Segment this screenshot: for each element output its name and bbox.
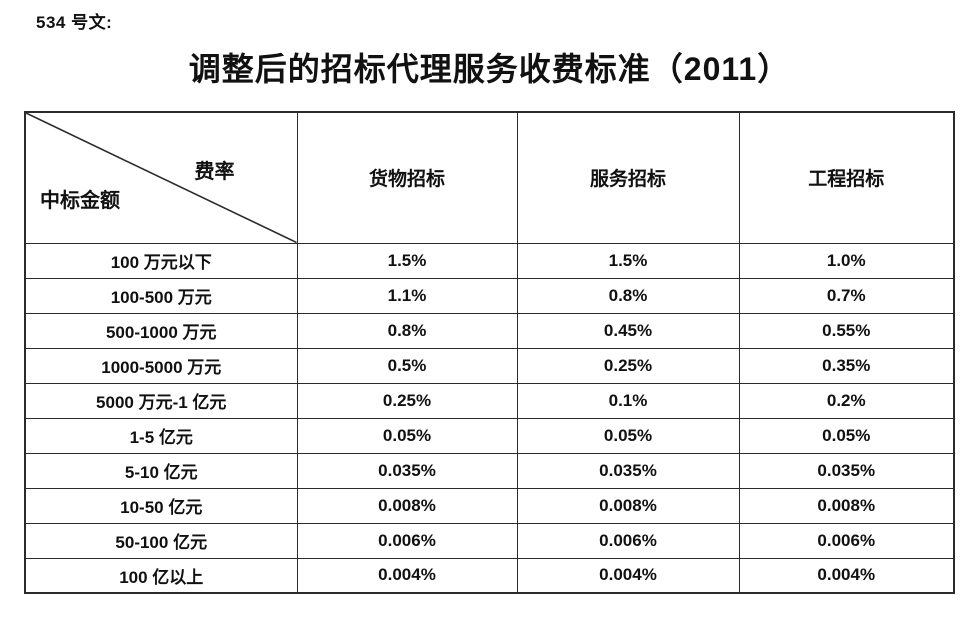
table-row: 1-5 亿元 0.05% 0.05% 0.05% — [24, 417, 955, 454]
row-label-bid-amount-range: 5000 万元-1 亿元 — [24, 382, 298, 419]
fee-value-engineering: 0.05% — [738, 417, 955, 454]
fee-standard-table: 费率 中标金额 货物招标 服务招标 工程招标 100 万元以下 1.5% 1.5… — [24, 111, 955, 594]
fee-value-goods: 0.008% — [296, 487, 518, 524]
column-header-service-bidding: 服务招标 — [516, 111, 740, 244]
fee-value-engineering: 0.008% — [738, 487, 955, 524]
fee-value-goods: 0.5% — [296, 347, 518, 384]
fee-value-goods: 0.8% — [296, 312, 518, 349]
fee-value-services: 1.5% — [516, 242, 740, 279]
diagonal-divider-line — [26, 113, 297, 243]
fee-value-goods: 0.004% — [296, 557, 518, 594]
table-row: 100 万元以下 1.5% 1.5% 1.0% — [24, 242, 955, 279]
fee-value-services: 0.004% — [516, 557, 740, 594]
fee-value-goods: 0.05% — [296, 417, 518, 454]
row-label-bid-amount-range: 500-1000 万元 — [24, 312, 298, 349]
fee-value-services: 0.035% — [516, 452, 740, 489]
row-label-bid-amount-range: 10-50 亿元 — [24, 487, 298, 524]
row-label-bid-amount-range: 100 万元以下 — [24, 242, 298, 279]
table-row: 50-100 亿元 0.006% 0.006% 0.006% — [24, 522, 955, 559]
fee-value-services: 0.008% — [516, 487, 740, 524]
fee-value-engineering: 0.004% — [738, 557, 955, 594]
table-row: 500-1000 万元 0.8% 0.45% 0.55% — [24, 312, 955, 349]
row-label-bid-amount-range: 5-10 亿元 — [24, 452, 298, 489]
fee-value-engineering: 0.7% — [738, 277, 955, 314]
fee-value-engineering: 0.35% — [738, 347, 955, 384]
row-label-bid-amount-range: 1000-5000 万元 — [24, 347, 298, 384]
corner-header-cell: 费率 中标金额 — [24, 111, 298, 244]
row-label-bid-amount-range: 100 亿以上 — [24, 557, 298, 594]
fee-value-goods: 0.006% — [296, 522, 518, 559]
table-row: 100-500 万元 1.1% 0.8% 0.7% — [24, 277, 955, 314]
fee-value-engineering: 0.006% — [738, 522, 955, 559]
fee-value-engineering: 1.0% — [738, 242, 955, 279]
table-row: 100 亿以上 0.004% 0.004% 0.004% — [24, 557, 955, 594]
fee-value-goods: 1.5% — [296, 242, 518, 279]
doc-number: 534 号文: — [36, 13, 113, 32]
row-label-bid-amount-range: 100-500 万元 — [24, 277, 298, 314]
table-row: 10-50 亿元 0.008% 0.008% 0.008% — [24, 487, 955, 524]
fee-value-services: 0.05% — [516, 417, 740, 454]
table-row: 5000 万元-1 亿元 0.25% 0.1% 0.2% — [24, 382, 955, 419]
fee-value-goods: 0.035% — [296, 452, 518, 489]
fee-value-engineering: 0.2% — [738, 382, 955, 419]
fee-value-goods: 0.25% — [296, 382, 518, 419]
page-title: 调整后的招标代理服务收费标准（2011） — [188, 51, 791, 87]
fee-value-services: 0.25% — [516, 347, 740, 384]
fee-value-services: 0.8% — [516, 277, 740, 314]
table-row: 1000-5000 万元 0.5% 0.25% 0.35% — [24, 347, 955, 384]
fee-value-goods: 1.1% — [296, 277, 518, 314]
table-row: 5-10 亿元 0.035% 0.035% 0.035% — [24, 452, 955, 489]
row-label-bid-amount-range: 50-100 亿元 — [24, 522, 298, 559]
fee-value-services: 0.006% — [516, 522, 740, 559]
fee-value-engineering: 0.55% — [738, 312, 955, 349]
column-header-engineering-bidding: 工程招标 — [738, 111, 955, 244]
row-label-bid-amount-range: 1-5 亿元 — [24, 417, 298, 454]
corner-label-bid-amount: 中标金额 — [40, 189, 120, 212]
fee-value-services: 0.45% — [516, 312, 740, 349]
corner-label-rate: 费率 — [194, 161, 235, 183]
table-header-row: 费率 中标金额 货物招标 服务招标 工程招标 — [24, 111, 955, 244]
fee-value-services: 0.1% — [516, 382, 740, 419]
column-header-goods-bidding: 货物招标 — [296, 111, 518, 244]
fee-value-engineering: 0.035% — [738, 452, 955, 489]
